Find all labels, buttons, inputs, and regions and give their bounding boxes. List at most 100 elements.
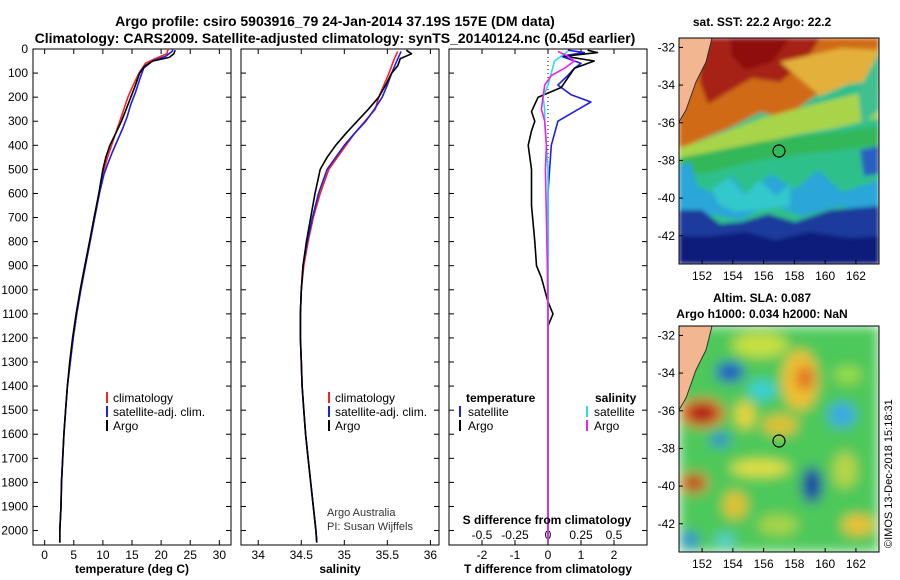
legend-swatch-s-argo bbox=[586, 420, 588, 431]
series-line-t-satellite bbox=[547, 49, 592, 543]
legend-swatch-satellite bbox=[106, 406, 108, 417]
x-tick-label: 30 bbox=[213, 548, 227, 562]
x-tick-label: 10 bbox=[96, 548, 110, 562]
s-diff-tick-label: -0.5 bbox=[472, 528, 493, 542]
figure-title-line1: Argo profile: csiro 5903916_79 24-Jan-20… bbox=[115, 13, 555, 29]
x-tick-label: -1 bbox=[510, 548, 521, 562]
map-x-tick-label: 154 bbox=[723, 269, 743, 283]
temperature-legend: climatology satellite-adj. clim. Argo bbox=[106, 391, 205, 433]
depth-tick-label: 1300 bbox=[1, 355, 28, 369]
x-tick-label: 1 bbox=[578, 548, 585, 562]
legend-label-t-satellite: satellite bbox=[468, 405, 509, 419]
legend-swatch-climatology bbox=[328, 392, 330, 403]
depth-tick-label: 300 bbox=[8, 114, 28, 128]
sla-map-axis-ticks: 152 154 156 158 160 162 -32 -34 -36 -38 -40 -42 bbox=[658, 328, 867, 571]
legend-label-satellite: satellite-adj. clim. bbox=[113, 405, 205, 419]
x-tick-label: 35 bbox=[338, 548, 352, 562]
legend-swatch-t-satellite bbox=[459, 406, 461, 417]
x-tick-label: 20 bbox=[154, 548, 168, 562]
map-y-tick-label: -34 bbox=[658, 78, 676, 92]
credit-line1: Argo Australia bbox=[327, 507, 396, 519]
difference-legend-temperature: temperature satellite Argo bbox=[459, 391, 536, 433]
map-y-tick-label: -38 bbox=[658, 441, 676, 455]
map-x-tick-label: 160 bbox=[815, 557, 835, 571]
sla-map-frame bbox=[678, 325, 880, 553]
credit-line2: PI: Susan Wijffels bbox=[327, 521, 413, 533]
depth-tick-label: 600 bbox=[8, 186, 28, 200]
sst-profile-marker bbox=[772, 144, 786, 158]
s-diff-tick-label: -0.25 bbox=[501, 528, 529, 542]
x-tick-label: 5 bbox=[70, 548, 77, 562]
sst-map-frame bbox=[678, 37, 880, 265]
series-line-t-argo bbox=[527, 49, 599, 543]
difference-series bbox=[527, 49, 599, 543]
map-y-tick-label: -34 bbox=[658, 366, 676, 380]
sst-map-title: sat. SST: 22.2 Argo: 22.2 bbox=[693, 15, 832, 29]
sst-map-axis-ticks: 152 154 156 158 160 162 -32 -34 -36 -38 -40 -42 bbox=[658, 40, 867, 283]
series-line-climatology bbox=[59, 48, 169, 543]
legend-label-t-argo: Argo bbox=[468, 419, 494, 433]
map-x-tick-label: 152 bbox=[692, 269, 712, 283]
s-diff-tick-label: 0.25 bbox=[569, 528, 593, 542]
legend-swatch-argo bbox=[106, 420, 108, 431]
map-x-tick-label: 156 bbox=[754, 557, 774, 571]
legend-label-climatology: climatology bbox=[113, 391, 173, 405]
imos-timestamp: ©IMOS 13-Dec-2018 15:18:31 bbox=[883, 399, 895, 548]
x-tick-label: 2 bbox=[611, 548, 618, 562]
depth-tick-label: 1500 bbox=[1, 403, 28, 417]
map-x-tick-label: 158 bbox=[784, 557, 804, 571]
map-y-tick-label: -36 bbox=[658, 404, 676, 418]
x-tick-label: 36 bbox=[424, 548, 438, 562]
depth-tick-label: 1900 bbox=[1, 499, 28, 513]
difference-xlabel: T difference from climatology bbox=[464, 562, 632, 576]
depth-tick-label: 800 bbox=[8, 235, 28, 249]
map-y-tick-label: -36 bbox=[658, 116, 676, 130]
series-line-argo bbox=[59, 49, 176, 543]
salinity-legend: climatology satellite-adj. clim. Argo bbox=[328, 391, 427, 433]
legend-swatch-satellite bbox=[328, 406, 330, 417]
x-tick-label: 25 bbox=[184, 548, 198, 562]
legend-label-argo: Argo bbox=[113, 419, 139, 433]
depth-tick-label: 2000 bbox=[1, 524, 28, 538]
map-y-tick-label: -40 bbox=[658, 479, 676, 493]
x-tick-label: 35.5 bbox=[376, 548, 400, 562]
map-y-tick-label: -42 bbox=[658, 229, 676, 243]
legend-title-salinity: salinity bbox=[595, 391, 637, 405]
depth-tick-label: 700 bbox=[8, 211, 28, 225]
map-x-tick-label: 160 bbox=[815, 269, 835, 283]
x-tick-label: 0 bbox=[545, 548, 552, 562]
temperature-series bbox=[59, 48, 176, 543]
s-diff-tick-label: 0.5 bbox=[606, 528, 623, 542]
salinity-xlabel: salinity bbox=[319, 562, 361, 576]
sla-map-image bbox=[679, 326, 879, 552]
map-x-tick-label: 154 bbox=[723, 557, 743, 571]
legend-swatch-t-argo bbox=[459, 420, 461, 431]
depth-tick-label: 500 bbox=[8, 162, 28, 176]
depth-tick-label: 100 bbox=[8, 66, 28, 80]
depth-tick-label: 200 bbox=[8, 90, 28, 104]
salinity-panel-frame bbox=[240, 48, 440, 546]
depth-axis-ticks: 0 100 200 300 400 500 600 700 800 900 1000 1100 1200… bbox=[1, 42, 647, 538]
legend-label-satellite: satellite-adj. clim. bbox=[335, 405, 427, 419]
map-y-tick-label: -42 bbox=[658, 517, 676, 531]
series-line-s-argo bbox=[540, 50, 576, 543]
map-x-tick-label: 152 bbox=[692, 557, 712, 571]
depth-tick-label: 900 bbox=[8, 259, 28, 273]
sla-map-title-line2: Argo h1000: 0.034 h2000: NaN bbox=[676, 307, 847, 321]
legend-label-s-satellite: satellite bbox=[594, 405, 635, 419]
map-y-tick-label: -32 bbox=[658, 40, 676, 54]
depth-tick-label: 0 bbox=[21, 42, 28, 56]
series-line-satellite-adj-clim- bbox=[299, 51, 402, 543]
x-tick-label: -2 bbox=[477, 548, 488, 562]
map-y-tick-label: -38 bbox=[658, 153, 676, 167]
depth-tick-label: 1200 bbox=[1, 331, 28, 345]
salinity-axis-ticks: 34 34.5 35 35.5 36 bbox=[252, 49, 438, 562]
map-x-tick-label: 162 bbox=[846, 557, 866, 571]
depth-tick-label: 1700 bbox=[1, 451, 28, 465]
temperature-xlabel: temperature (deg C) bbox=[75, 562, 189, 576]
legend-label-s-argo: Argo bbox=[594, 419, 620, 433]
x-tick-label: 15 bbox=[125, 548, 139, 562]
x-tick-label: 34.5 bbox=[290, 548, 314, 562]
